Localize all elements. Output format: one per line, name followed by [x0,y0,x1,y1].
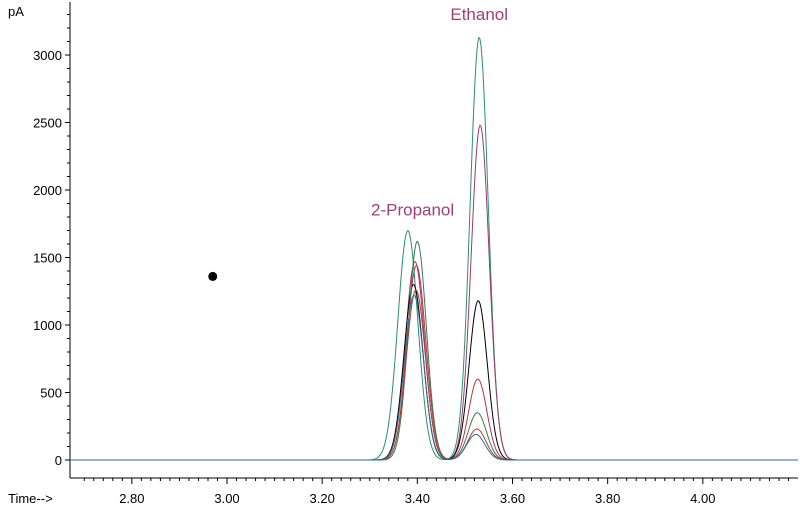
x-tick-label: 3.00 [214,491,239,506]
series-line-1 [70,36,798,461]
x-axis-label: Time--> [8,491,53,506]
x-tick-label: 4.00 [690,491,715,506]
axes: 0 500 1000 1500 2000 2500 3000 2.80 3.00 3.20 3.40… [33,2,798,506]
y-tick-label: 2000 [33,183,62,198]
propanol-label: 2-Propanol [371,201,454,220]
y-tick-label: 1500 [33,251,62,266]
series-line-6 [70,289,798,461]
y-tick-label: 500 [40,386,62,401]
x-tick-label: 3.20 [310,491,335,506]
x-tick-label: 2.80 [119,491,144,506]
series-group [70,36,798,461]
y-tick-label: 1000 [33,318,62,333]
x-tick-label: 3.60 [500,491,525,506]
y-axis-label: pA [8,4,24,19]
annotation-group: Ethanol 2-Propanol [208,5,508,281]
x-tick-label: 3.80 [595,491,620,506]
y-tick-label: 3000 [33,48,62,63]
y-tick-label: 0 [55,453,62,468]
series-line-2 [70,124,798,461]
x-tick-label: 3.40 [405,491,430,506]
ethanol-label: Ethanol [450,5,508,24]
series-line-7 [70,294,798,461]
marker-dot [208,271,218,281]
y-tick-label: 2500 [33,116,62,131]
